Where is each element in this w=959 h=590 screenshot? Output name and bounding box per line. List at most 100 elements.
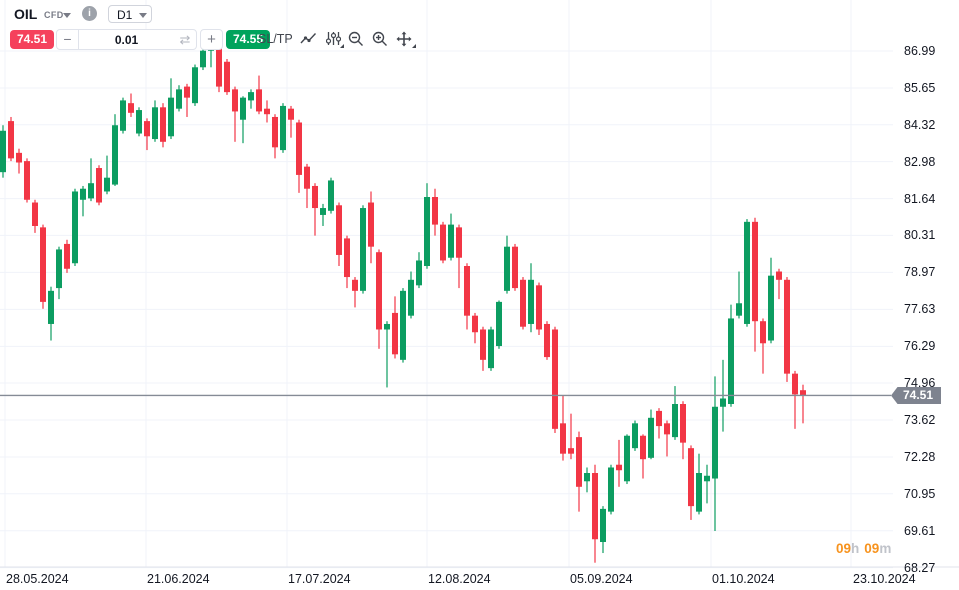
candle: [800, 384, 806, 424]
candle: [112, 114, 118, 186]
candle: [168, 78, 174, 140]
candle: [632, 420, 638, 451]
candle: [456, 224, 462, 289]
candle: [288, 105, 294, 138]
date-axis-label: 12.08.2024: [428, 572, 491, 586]
candle: [408, 271, 414, 319]
candle: [496, 300, 502, 349]
sell-price-button[interactable]: 74.51: [10, 30, 54, 49]
candle: [272, 114, 278, 159]
candle: [96, 165, 102, 206]
candle: [592, 464, 598, 563]
candle: [504, 235, 510, 294]
candle: [624, 434, 630, 485]
candle: [72, 188, 78, 267]
amount-value[interactable]: 0.01: [114, 32, 139, 47]
candle: [544, 321, 550, 360]
candle: [480, 326, 486, 371]
candle: [400, 288, 406, 363]
candle: [232, 86, 238, 142]
candle: [712, 376, 718, 531]
chevron-down-icon[interactable]: [63, 13, 71, 18]
timeframe-dropdown[interactable]: D1: [108, 5, 152, 23]
candle: [24, 158, 30, 203]
candle: [600, 506, 606, 554]
price-axis-label: 81.64: [904, 191, 936, 206]
date-axis-label: 01.10.2024: [712, 572, 775, 586]
candle: [344, 235, 350, 289]
candle: [760, 318, 766, 374]
price-axis-label: 69.61: [904, 523, 936, 538]
candle: [176, 85, 182, 112]
candle: [40, 224, 46, 309]
chart-type-icon[interactable]: [300, 31, 317, 46]
pan-move-icon[interactable]: [396, 31, 412, 47]
candle: [448, 213, 454, 261]
instrument-symbol[interactable]: OIL: [14, 6, 38, 22]
candle: [152, 100, 158, 142]
buy-price-button[interactable]: 74.55: [226, 30, 270, 49]
price-axis-label: 82.98: [904, 154, 936, 169]
candle: [608, 464, 614, 515]
candle: [192, 64, 198, 106]
candle: [584, 467, 590, 493]
date-axis-label: 05.09.2024: [570, 572, 633, 586]
candle: [48, 286, 54, 341]
candle: [264, 100, 270, 123]
price-axis-label: 72.28: [904, 449, 936, 464]
candle: [384, 321, 390, 388]
candle: [144, 118, 150, 151]
candle: [736, 271, 742, 319]
price-axis-label: 78.97: [904, 265, 936, 280]
candle: [328, 177, 334, 214]
candle: [392, 296, 398, 359]
decrease-amount-button[interactable]: −: [57, 30, 79, 49]
info-icon[interactable]: i: [82, 6, 97, 21]
candle: [32, 199, 38, 233]
date-axis-label: 17.07.2024: [288, 572, 351, 586]
price-axis-label: 70.95: [904, 486, 936, 501]
chevron-down-icon: [139, 13, 147, 18]
current-price-tag: 74.51: [891, 387, 941, 404]
sltp-button[interactable]: SL/TP: [258, 32, 293, 46]
timeframe-value: D1: [117, 8, 133, 22]
price-axis-label: 85.65: [904, 80, 936, 95]
candle: [128, 93, 134, 117]
zoom-out-icon[interactable]: [348, 31, 364, 47]
candle: [560, 395, 566, 461]
candle: [8, 116, 14, 162]
candle: [664, 420, 670, 457]
increase-amount-button[interactable]: +: [200, 29, 223, 50]
current-price-value: 74.51: [902, 388, 934, 402]
zoom-in-icon[interactable]: [372, 31, 388, 47]
candle: [616, 439, 622, 487]
candle: [248, 89, 254, 109]
candle: [160, 103, 166, 148]
price-axis-label: 86.99: [904, 44, 936, 58]
candle: [744, 219, 750, 327]
candle: [512, 243, 518, 291]
price-axis-label: 80.31: [904, 228, 936, 243]
amount-stepper: − 0.01 ⇄: [56, 29, 197, 50]
candle: [104, 155, 110, 195]
chevron-corner-icon: [340, 44, 344, 48]
price-axis-label: 84.32: [904, 117, 936, 132]
candle: [240, 96, 246, 144]
candle: [528, 263, 534, 333]
candle: [488, 326, 494, 371]
candle: [680, 401, 686, 460]
indicators-icon[interactable]: [326, 31, 341, 46]
candle: [360, 205, 366, 294]
candle: [224, 59, 230, 95]
candle: [536, 282, 542, 336]
candle: [472, 312, 478, 344]
candle: [376, 249, 382, 349]
swap-units-icon[interactable]: ⇄: [179, 31, 191, 47]
candle: [416, 252, 422, 289]
candle: [424, 183, 430, 269]
candle: [432, 188, 438, 236]
candle: [336, 202, 342, 267]
order-toolbar: 74.51 − 0.01 ⇄ + 74.55 SL/TP: [0, 29, 440, 51]
